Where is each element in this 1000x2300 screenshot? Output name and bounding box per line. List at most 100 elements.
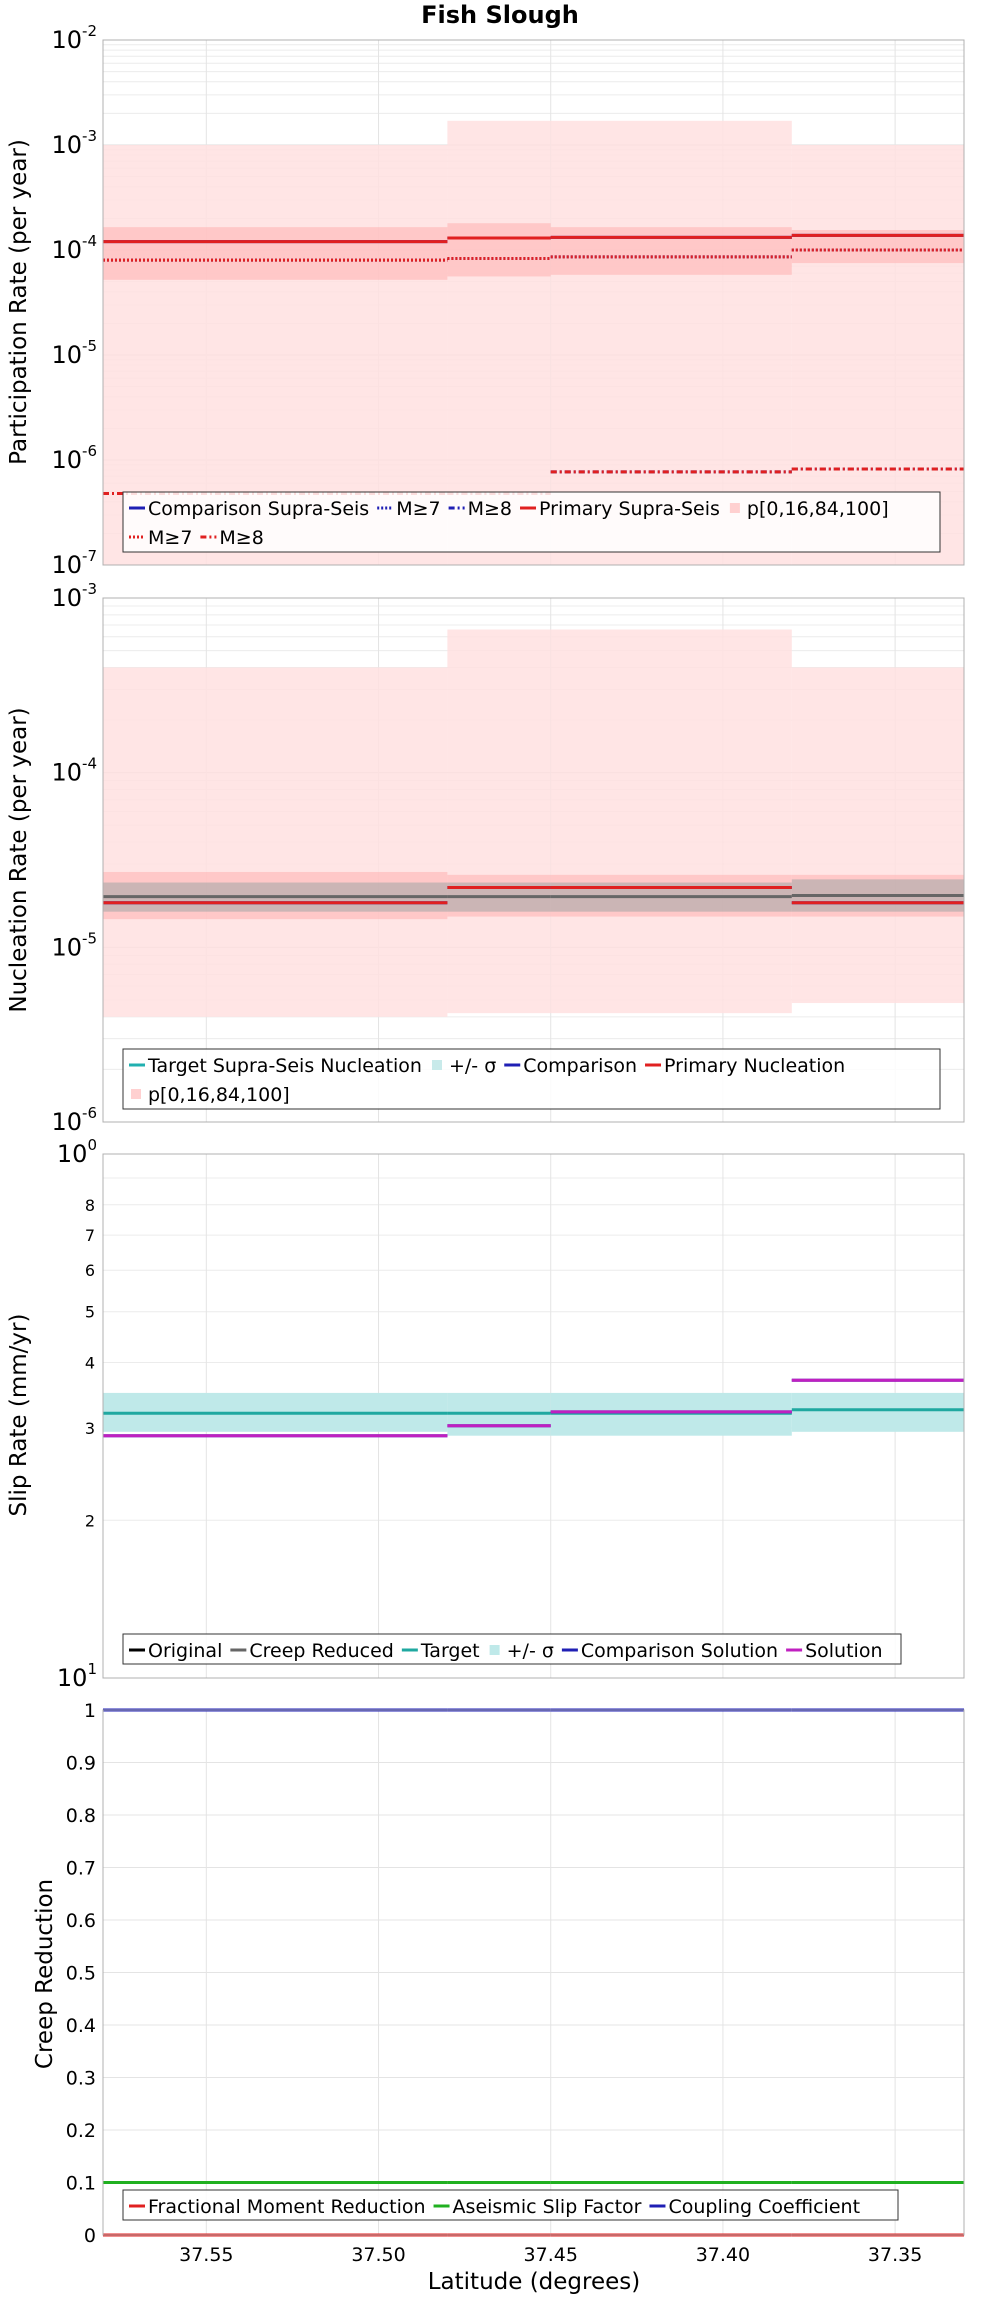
- x-axis-label: Latitude (degrees): [428, 2269, 641, 2295]
- legend-label: Aseismic Slip Factor: [453, 2196, 642, 2218]
- legend-item: Comparison Supra-Seis: [129, 498, 369, 520]
- y-tick-labels: 10-3 10-4 10-5 10-6: [51, 580, 97, 1136]
- legend-item: Target: [401, 1640, 480, 1662]
- y-tick-label-minor: 2: [85, 1511, 95, 1530]
- y-tick-label: 100: [57, 1136, 97, 1168]
- band-segment: [447, 120, 551, 566]
- y-axis-label-creep-reduction: Creep Reduction: [32, 1879, 58, 2069]
- legend-swatch: [431, 1060, 442, 1070]
- legend-swatch: [729, 503, 740, 513]
- legend-label: M≥8: [468, 498, 512, 520]
- legend-label: Comparison Supra-Seis: [148, 498, 369, 520]
- y-tick-label: 101: [57, 1660, 97, 1692]
- legend-item: p[0,16,84,100]: [131, 1084, 290, 1106]
- y-axis-label-slip-rate: Slip Rate (mm/yr): [6, 1314, 32, 1517]
- x-tick-label: 37.45: [524, 2244, 578, 2266]
- legend-item: Coupling Coefficient: [649, 2196, 860, 2218]
- y-tick-label: 0.2: [66, 2120, 96, 2142]
- y-tick-label-minor: 7: [85, 1226, 95, 1245]
- legend-swatch: [489, 1645, 500, 1655]
- y-tick-labels: 1 0.9 0.8 0.7 0.6 0.5 0.4 0.3 0.2 0.1 0: [66, 1700, 96, 2247]
- legend-item: Target Supra-Seis Nucleation: [129, 1055, 422, 1077]
- y-tick-label: 10-6: [51, 1104, 97, 1136]
- y-tick-label: 10-3: [51, 127, 97, 159]
- y-tick-label: 1: [84, 1700, 96, 1722]
- y-tick-label: 10-4: [51, 232, 97, 264]
- x-tick-label: 37.35: [868, 2244, 922, 2266]
- legend: Original Creep Reduced Target +/- σ Comparis…: [122, 1633, 902, 1665]
- y-tick-label: 0.1: [66, 2173, 96, 2195]
- y-tick-label-minor: 3: [85, 1419, 95, 1438]
- legend-label: Primary Nucleation: [664, 1055, 845, 1077]
- band-segment: [447, 629, 551, 1014]
- x-tick-label: 37.55: [179, 2244, 233, 2266]
- y-tick-label: 10-5: [51, 337, 97, 369]
- y-tick-label: 0.8: [66, 1805, 96, 1827]
- legend-item: p[0,16,84,100]: [729, 498, 889, 520]
- band-segment: [550, 120, 792, 566]
- legend-item: Primary Nucleation: [645, 1055, 845, 1077]
- legend-label: Primary Supra-Seis: [539, 498, 720, 520]
- y-axis-label-participation: Participation Rate (per year): [6, 139, 32, 465]
- legend-item: M≥7: [377, 498, 441, 520]
- y-tick-label: 0.5: [66, 1963, 96, 1985]
- band-segment: [550, 629, 792, 1014]
- legend-item: Creep Reduced: [230, 1640, 394, 1662]
- series-0: [103, 894, 964, 899]
- band-segment: [103, 667, 448, 1017]
- band-segment: [447, 223, 551, 277]
- legend-label: Original: [148, 1640, 222, 1662]
- legend-item: M≥8: [200, 527, 264, 549]
- x-tick-label: 37.50: [351, 2244, 405, 2266]
- y-tick-label: 0: [84, 2225, 96, 2247]
- legend-label: M≥8: [219, 527, 263, 549]
- band-segment: [550, 227, 792, 275]
- legend-label: Comparison Solution: [581, 1640, 778, 1662]
- y-tick-label: 10-5: [51, 929, 97, 961]
- legend-item: M≥8: [448, 498, 512, 520]
- series-2: [103, 1378, 964, 1438]
- legend-label: M≥7: [396, 498, 440, 520]
- y-tick-label: 0.9: [66, 1753, 96, 1775]
- slip-rate-panel: 100 101 8 7 6 5 4 3 2 Original Creep Reduced Target…: [57, 1136, 965, 1692]
- nucleation-rate-panel: 10-3 10-4 10-5 10-6 Target Supra-Seis Nuclea…: [51, 580, 965, 1136]
- legend-item: Comparison: [504, 1055, 637, 1077]
- legend-label: +/- σ: [507, 1640, 554, 1662]
- band-segment: [103, 227, 448, 280]
- legend-label: Target Supra-Seis Nucleation: [147, 1055, 422, 1077]
- legend: Fractional Moment Reduction Aseismic Slip…: [122, 2189, 899, 2221]
- legend-label: M≥7: [148, 527, 192, 549]
- y-tick-label: 10-6: [51, 442, 97, 474]
- legend-label: p[0,16,84,100]: [148, 1084, 290, 1106]
- y-axis-label-nucleation: Nucleation Rate (per year): [6, 707, 32, 1012]
- legend-item: +/- σ: [489, 1640, 554, 1662]
- series-4: [103, 248, 964, 262]
- y-tick-labels: 10-2 10-3 10-4 10-5 10-6 10-7: [51, 22, 97, 579]
- series-2: [103, 886, 964, 905]
- y-tick-labels: 100 101 8 7 6 5 4 3 2: [57, 1136, 97, 1692]
- y-tick-label-minor: 8: [85, 1196, 95, 1215]
- x-tick-labels: 37.55 37.50 37.45 37.40 37.35: [179, 2244, 922, 2266]
- legend-label: Comparison: [523, 1055, 637, 1077]
- legend-label: Solution: [805, 1640, 882, 1662]
- legend-swatch: [131, 1089, 141, 1099]
- legend-item: +/- σ: [431, 1055, 496, 1077]
- band-segment: [791, 1392, 964, 1432]
- legend-label: p[0,16,84,100]: [747, 498, 889, 520]
- participation-rate-panel: 10-2 10-3 10-4 10-5 10-6 10-7 Comparison Supra…: [51, 22, 965, 579]
- legend-item: Fractional Moment Reduction: [129, 2196, 426, 2218]
- legend-item: Solution: [786, 1640, 883, 1662]
- y-tick-label-minor: 4: [85, 1354, 95, 1373]
- legend-label: +/- σ: [449, 1055, 496, 1077]
- legend-item: Comparison Solution: [561, 1640, 778, 1662]
- y-tick-label-minor: 6: [85, 1261, 95, 1280]
- y-tick-label: 10-7: [51, 547, 97, 579]
- legend-label: Coupling Coefficient: [668, 2196, 860, 2218]
- figure-title: Fish Slough: [421, 1, 579, 29]
- legend: Comparison Supra-Seis M≥7 M≥8 Primary Supra…: [122, 491, 941, 553]
- y-tick-label-minor: 5: [85, 1303, 95, 1322]
- y-tick-label: 10-2: [51, 22, 97, 54]
- y-tick-label: 10-3: [51, 580, 97, 612]
